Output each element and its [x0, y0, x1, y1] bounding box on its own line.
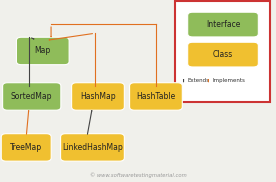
FancyBboxPatch shape [17, 37, 69, 65]
Text: Class: Class [213, 50, 233, 59]
Text: TreeMap: TreeMap [10, 143, 42, 152]
FancyBboxPatch shape [3, 83, 61, 110]
Text: Extends: Extends [188, 78, 210, 84]
Text: HashMap: HashMap [80, 92, 116, 101]
FancyBboxPatch shape [188, 12, 258, 37]
FancyBboxPatch shape [188, 42, 258, 67]
Text: HashTable: HashTable [136, 92, 176, 101]
FancyBboxPatch shape [129, 83, 182, 110]
Text: Implements: Implements [213, 78, 245, 84]
FancyBboxPatch shape [71, 83, 124, 110]
Text: SortedMap: SortedMap [11, 92, 52, 101]
FancyBboxPatch shape [1, 134, 51, 161]
Text: Interface: Interface [206, 20, 240, 29]
Text: Map: Map [35, 46, 51, 56]
Text: LinkedHashMap: LinkedHashMap [62, 143, 123, 152]
FancyBboxPatch shape [175, 1, 270, 102]
FancyBboxPatch shape [61, 134, 124, 161]
Text: © www.softwaretestingmaterial.com: © www.softwaretestingmaterial.com [90, 173, 186, 178]
